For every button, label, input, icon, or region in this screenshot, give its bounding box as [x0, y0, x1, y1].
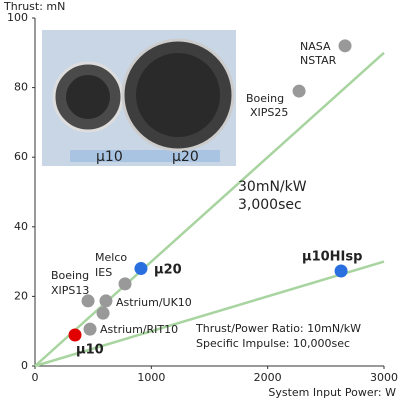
- inset-band: [70, 150, 220, 162]
- point-label: IES: [95, 266, 112, 279]
- y-tick-label: 20: [14, 289, 28, 302]
- y-tick-label: 60: [14, 150, 28, 163]
- x-axis-label: System Input Power: W: [268, 386, 396, 399]
- data-point: [81, 294, 95, 308]
- data-point: [99, 294, 113, 308]
- data-point: [134, 262, 148, 276]
- y-tick-label: 80: [14, 81, 28, 94]
- point-label: Boeing: [51, 269, 89, 282]
- reference-line-label: Thrust/Power Ratio: 10mN/kW: [195, 322, 361, 335]
- point-label: Melco: [95, 251, 127, 264]
- point-label: Astrium/UK10: [116, 296, 192, 309]
- photo-inset: [42, 30, 236, 166]
- inset-label: μ20: [172, 149, 199, 165]
- data-point: [68, 328, 82, 342]
- reference-line-label: 3,000sec: [238, 197, 302, 213]
- thruster-large-grid: [136, 53, 220, 137]
- point-label: μ10: [76, 343, 104, 358]
- reference-line-label: 30mN/kW: [238, 179, 307, 195]
- data-point: [118, 277, 132, 291]
- reference-line-label: Specific Impulse: 10,000sec: [196, 337, 350, 350]
- data-point: [96, 306, 110, 320]
- point-label: NASA: [300, 40, 331, 53]
- point-label: μ20: [154, 263, 182, 278]
- x-tick-label: 0: [32, 371, 39, 384]
- data-point: [334, 264, 348, 278]
- y-tick-label: 0: [21, 359, 28, 372]
- point-label: XIPS13: [51, 284, 89, 297]
- y-tick-label: 40: [14, 220, 28, 233]
- y-axis-label: Thrust: mN: [3, 0, 65, 13]
- point-label: NSTAR: [300, 54, 337, 67]
- inset-label: μ10: [96, 149, 123, 165]
- point-label: Boeing: [246, 92, 284, 105]
- reference-line: [34, 51, 385, 367]
- x-tick-label: 3000: [370, 371, 398, 384]
- point-label: XIPS25: [250, 106, 288, 119]
- data-point: [338, 39, 352, 53]
- thruster-small-grid: [66, 75, 110, 119]
- point-label: μ10HIsp: [302, 250, 362, 265]
- reference-line: [34, 260, 385, 368]
- y-tick-label: 100: [7, 11, 28, 24]
- x-tick-label: 1000: [137, 371, 165, 384]
- x-tick-label: 2000: [254, 371, 282, 384]
- data-point: [292, 84, 306, 98]
- point-label: Astrium/RIT10: [100, 323, 178, 336]
- data-point: [83, 322, 97, 336]
